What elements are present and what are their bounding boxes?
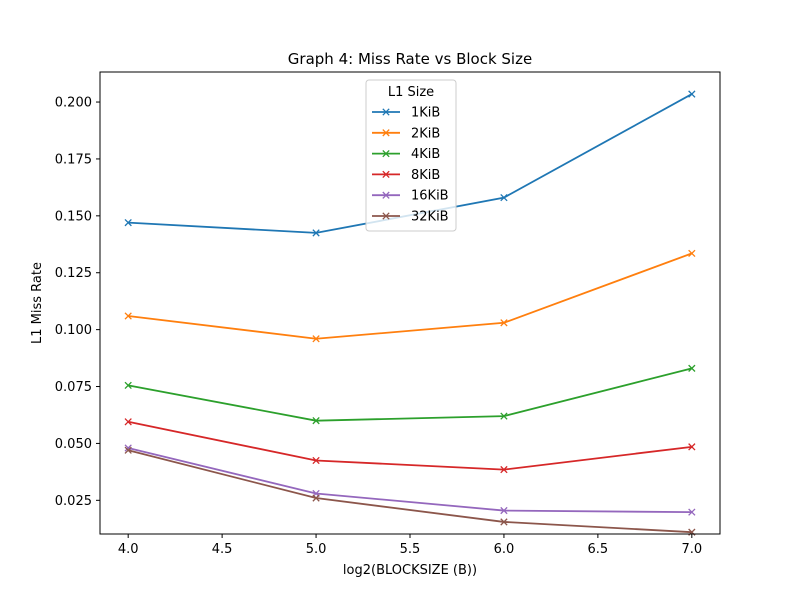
data-point-8kib	[688, 443, 696, 451]
series-8kib	[124, 418, 696, 474]
series-16kib	[124, 444, 696, 516]
data-point-1kib	[688, 90, 696, 98]
legend-marker-4kib	[382, 149, 390, 158]
y-tick-label: 0.025	[55, 494, 92, 509]
legend-marker-1kib	[382, 108, 390, 116]
data-point-32kib	[500, 518, 508, 526]
y-tick-label: 0.050	[55, 437, 92, 452]
series-32kib	[124, 446, 696, 536]
legend-marker-32kib	[382, 212, 390, 220]
data-point-1kib	[312, 229, 320, 237]
data-point-4kib	[312, 417, 320, 425]
data-point-2kib	[124, 312, 132, 320]
data-point-2kib	[688, 249, 696, 258]
legend-label-8kib: 8KiB	[411, 168, 440, 183]
data-point-16kib	[500, 506, 508, 515]
legend-marker-2kib	[382, 129, 390, 137]
legend-label-32kib: 32KiB	[411, 210, 449, 225]
legend-label-4kib: 4KiB	[411, 147, 440, 162]
series-line-4kib	[128, 367, 693, 422]
data-point-8kib	[312, 456, 320, 465]
x-tick-label: 5.0	[306, 542, 327, 557]
data-point-1kib	[500, 193, 508, 202]
data-point-4kib	[500, 412, 508, 420]
series-4kib	[124, 364, 696, 425]
series-2kib	[124, 249, 696, 343]
y-tick-label: 0.200	[55, 96, 92, 111]
series-line-2kib	[128, 252, 693, 340]
x-tick-label: 6.5	[588, 542, 609, 557]
x-tick-label: 7.0	[681, 542, 702, 557]
data-point-32kib	[124, 446, 132, 454]
legend-item-4kib: 4KiB	[372, 147, 440, 162]
data-point-1kib	[124, 219, 132, 227]
legend: L1 Size 1KiB 2KiB 4KiB 8KiB 16KiB 32KiB	[365, 79, 457, 232]
data-point-2kib	[500, 319, 508, 327]
data-point-2kib	[312, 335, 320, 343]
data-point-4kib	[124, 381, 132, 390]
x-axis-label: log2(BLOCKSIZE (B))	[343, 563, 477, 578]
series-line-8kib	[128, 420, 692, 471]
x-tick-label: 4.5	[212, 542, 233, 557]
legend-label-2kib: 2KiB	[411, 126, 440, 141]
legend-label-1kib: 1KiB	[411, 106, 440, 121]
chart-title: Graph 4: Miss Rate vs Block Size	[288, 50, 532, 68]
plot-area	[124, 90, 696, 536]
legend-item-2kib: 2KiB	[372, 126, 440, 141]
x-tick-label: 6.0	[494, 542, 515, 557]
y-tick-label: 0.150	[55, 209, 92, 224]
legend-marker-8kib	[382, 170, 390, 179]
y-tick-label: 0.175	[55, 152, 92, 167]
y-tick-label: 0.125	[55, 266, 92, 281]
data-point-16kib	[688, 508, 696, 516]
y-tick-label: 0.075	[55, 380, 92, 395]
x-tick-label: 4.0	[118, 542, 139, 557]
data-point-4kib	[688, 364, 696, 372]
legend-marker-16kib	[382, 191, 390, 199]
y-axis-label: L1 Miss Rate	[30, 262, 45, 344]
x-axis: 4.0 4.5 5.0 5.5 6.0 6.5 7.0	[118, 534, 702, 557]
y-tick-label: 0.100	[55, 323, 92, 338]
legend-item-32kib: 32KiB	[372, 210, 449, 225]
y-axis: 0.025 0.050 0.075 0.100 0.125 0.150 0.175 0.200	[55, 96, 100, 509]
data-point-8kib	[500, 465, 508, 474]
legend-label-16kib: 16KiB	[411, 189, 449, 204]
data-point-8kib	[124, 418, 132, 426]
series-line-32kib	[127, 449, 692, 534]
legend-item-1kib: 1KiB	[372, 106, 440, 121]
series-line-16kib	[127, 447, 692, 514]
x-tick-label: 5.5	[400, 542, 421, 557]
legend-item-8kib: 8KiB	[372, 168, 440, 183]
legend-item-16kib: 16KiB	[372, 189, 449, 204]
data-point-32kib	[312, 494, 320, 502]
legend-title: L1 Size	[388, 85, 434, 100]
